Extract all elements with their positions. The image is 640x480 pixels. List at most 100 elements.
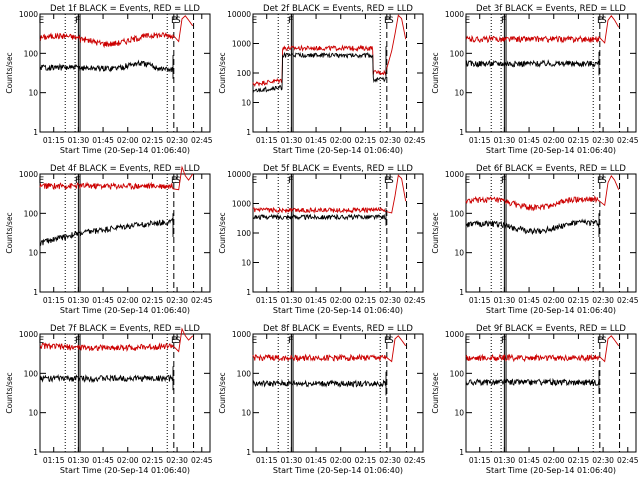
y-tick-label: 10 xyxy=(28,409,38,418)
plot-frame xyxy=(252,13,424,133)
x-tick-label: 01:45 xyxy=(92,456,114,465)
y-tick-label: 100 xyxy=(237,229,252,238)
plot-frame xyxy=(252,333,424,453)
y-tick-label: 100 xyxy=(237,369,252,378)
x-tick-label: 01:30 xyxy=(281,456,303,465)
y-tick-label: 10 xyxy=(454,409,464,418)
x-tick-label: 02:00 xyxy=(117,136,139,145)
x-tick-label: 02:00 xyxy=(330,296,352,305)
y-tick-label: 1 xyxy=(246,128,251,137)
detector-panel: Det 5f BLACK = Events, RED = LLD 1 10 100 10… xyxy=(218,164,426,315)
y-tick-label: 100 xyxy=(237,69,252,78)
plot-frame xyxy=(465,333,637,453)
x-tick-label: 02:30 xyxy=(379,296,401,305)
event-marker-label: F xyxy=(501,16,506,26)
x-tick-label: 02:30 xyxy=(592,136,614,145)
x-tick-label: 02:15 xyxy=(142,296,164,305)
plot-frame xyxy=(252,173,424,293)
x-axis-label: Start Time (20-Sep-14 01:06:40) xyxy=(486,306,616,315)
x-axis-label: Start Time (20-Sep-14 01:06:40) xyxy=(273,306,403,315)
events-series-line xyxy=(252,208,387,226)
y-tick-label: 1000 xyxy=(232,330,251,339)
y-axis-label: Counts/sec xyxy=(218,372,227,413)
x-tick-label: 02:45 xyxy=(404,456,426,465)
x-axis-label: Start Time (20-Sep-14 01:06:40) xyxy=(486,466,616,475)
events-series-line xyxy=(39,55,174,79)
x-tick-label: 02:45 xyxy=(404,136,426,145)
x-tick-label: 01:30 xyxy=(68,456,90,465)
x-tick-label: 02:15 xyxy=(142,456,164,465)
event-marker-label: S xyxy=(388,336,394,346)
x-tick-label: 01:15 xyxy=(469,456,491,465)
event-marker-label: E xyxy=(252,16,258,26)
y-tick-label: 1000 xyxy=(232,200,251,209)
x-tick-label: 01:45 xyxy=(518,456,540,465)
y-axis-label: Counts/sec xyxy=(431,372,440,413)
x-axis-label: Start Time (20-Sep-14 01:06:40) xyxy=(273,146,403,155)
y-tick-label: 1000 xyxy=(445,330,464,339)
events-series-line xyxy=(252,46,387,94)
detector-panel: Det 3f BLACK = Events, RED = LLD 1 10 100 10… xyxy=(431,4,639,155)
x-tick-label: 02:30 xyxy=(592,456,614,465)
y-tick-label: 1 xyxy=(246,448,251,457)
x-tick-label: 02:45 xyxy=(617,296,639,305)
x-tick-label: 01:15 xyxy=(43,136,65,145)
detector-panel: Det 6f BLACK = Events, RED = LLD 1 10 100 10… xyxy=(431,164,639,315)
lld-series-line xyxy=(252,174,407,214)
event-marker-label: S xyxy=(601,16,607,26)
event-marker-label: E xyxy=(597,16,603,26)
y-tick-label: 1000 xyxy=(19,170,38,179)
detector-panel: Det 9f BLACK = Events, RED = LLD 1 10 100 10… xyxy=(431,324,639,475)
x-tick-label: 01:45 xyxy=(92,136,114,145)
y-tick-label: 100 xyxy=(450,209,465,218)
panel-title: Det 1f BLACK = Events, RED = LLD xyxy=(50,4,200,14)
x-tick-label: 01:15 xyxy=(256,456,278,465)
panel-title: Det 2f BLACK = Events, RED = LLD xyxy=(263,4,413,14)
panel-title: Det 5f BLACK = Events, RED = LLD xyxy=(263,164,413,174)
event-marker-label: E xyxy=(39,176,45,186)
x-tick-label: 02:30 xyxy=(166,456,188,465)
x-tick-label: 02:45 xyxy=(191,296,213,305)
y-tick-label: 10 xyxy=(241,99,251,108)
x-tick-label: 01:45 xyxy=(518,296,540,305)
x-tick-label: 02:45 xyxy=(191,136,213,145)
x-tick-label: 02:30 xyxy=(166,296,188,305)
y-axis-label: Counts/sec xyxy=(431,212,440,253)
y-axis-label: Counts/sec xyxy=(218,52,227,93)
x-tick-label: 02:15 xyxy=(568,296,590,305)
y-tick-label: 100 xyxy=(24,209,39,218)
x-axis-label: Start Time (20-Sep-14 01:06:40) xyxy=(60,146,190,155)
x-tick-label: 01:30 xyxy=(68,136,90,145)
y-axis-label: Counts/sec xyxy=(218,212,227,253)
events-series-line xyxy=(465,213,600,237)
y-axis-label: Counts/sec xyxy=(431,52,440,93)
panel-title: Det 6f BLACK = Events, RED = LLD xyxy=(476,164,626,174)
y-axis-label: Counts/sec xyxy=(5,212,14,253)
x-tick-label: 02:15 xyxy=(355,136,377,145)
event-marker-label: E xyxy=(171,336,177,346)
event-marker-label: E xyxy=(597,336,603,346)
y-tick-label: 10 xyxy=(454,89,464,98)
x-tick-label: 02:15 xyxy=(355,296,377,305)
x-tick-label: 01:15 xyxy=(469,296,491,305)
event-marker-label: F xyxy=(501,176,506,186)
event-marker-label: S xyxy=(388,16,394,26)
events-series-line xyxy=(465,370,600,394)
event-marker-label: S xyxy=(175,176,181,186)
y-tick-label: 1000 xyxy=(19,10,38,19)
y-tick-label: 10 xyxy=(241,259,251,268)
event-marker-label: F xyxy=(501,336,506,346)
x-tick-label: 02:00 xyxy=(330,136,352,145)
x-tick-label: 01:45 xyxy=(305,136,327,145)
x-tick-label: 02:15 xyxy=(568,136,590,145)
x-tick-label: 01:15 xyxy=(469,136,491,145)
lld-series-line xyxy=(465,174,620,212)
x-axis-label: Start Time (20-Sep-14 01:06:40) xyxy=(60,466,190,475)
events-series-line xyxy=(39,366,174,391)
panel-title: Det 4f BLACK = Events, RED = LLD xyxy=(50,164,200,174)
x-tick-label: 02:00 xyxy=(117,296,139,305)
event-marker-label: E xyxy=(39,336,45,346)
x-tick-label: 02:45 xyxy=(191,456,213,465)
event-marker-label: E xyxy=(384,16,390,26)
event-marker-label: E xyxy=(465,176,471,186)
